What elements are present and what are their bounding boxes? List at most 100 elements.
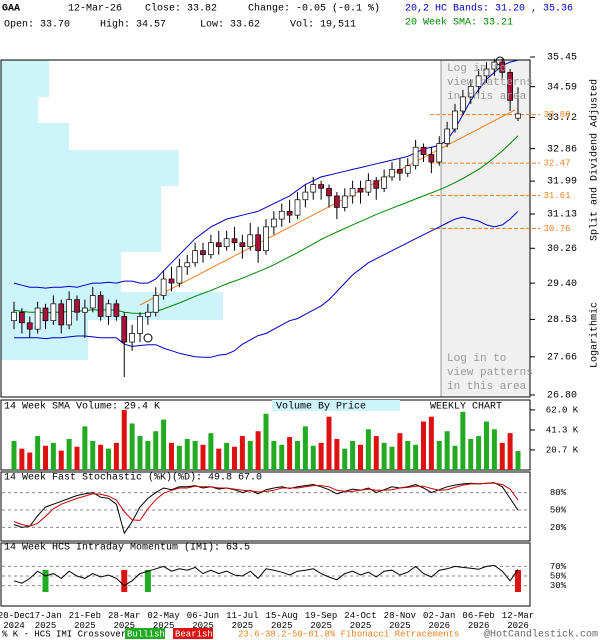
volume-bar	[491, 429, 497, 470]
y-tick-label: 50%	[550, 571, 567, 581]
volume-bar	[515, 451, 521, 470]
candle-body	[334, 195, 340, 208]
volume-bar	[11, 440, 17, 470]
crossover-signal	[144, 570, 151, 592]
volume-bar	[232, 446, 237, 470]
candle-body	[444, 128, 450, 144]
candle-body	[389, 169, 395, 178]
candle-body	[192, 250, 198, 264]
bullish-label: Bullish	[127, 629, 165, 639]
candle-body	[404, 165, 411, 174]
volume-bar	[98, 444, 104, 470]
candle-body	[341, 195, 348, 208]
volume-bar	[200, 444, 206, 470]
fib-label: 32.47	[543, 158, 570, 168]
volume-bar	[129, 423, 135, 470]
candle-body	[223, 238, 230, 248]
y-tick-label: 50%	[550, 505, 567, 515]
candle-body	[499, 61, 506, 73]
candle-body	[302, 191, 309, 201]
candle-body	[168, 278, 175, 284]
volume-bar	[499, 442, 505, 470]
candle-body	[507, 72, 513, 101]
y-tick-label: 20%	[550, 523, 567, 533]
fib-label: 31.61	[543, 191, 570, 201]
volume-bar	[208, 433, 214, 470]
site: @HotCandlestick.com	[484, 629, 598, 640]
volume-bar	[50, 442, 56, 470]
candle-body	[137, 316, 143, 334]
volume-bar	[66, 438, 72, 470]
x-tick-label: 15-Aug 2025	[265, 611, 298, 631]
candle-body	[428, 154, 435, 163]
volume-bar	[43, 445, 48, 470]
y-tick-label: 26.80	[547, 391, 577, 402]
candle-body	[460, 96, 466, 112]
y-tick-label: 35.45	[547, 53, 577, 64]
x-tick-label: 19-Sep 2025	[304, 611, 338, 631]
volume-bar	[397, 433, 403, 470]
high: High: 34.57	[100, 19, 166, 31]
candle-body	[294, 199, 301, 216]
x-tick-label: 02-Jan 2026	[423, 611, 456, 631]
candle-body	[66, 299, 72, 326]
y-tick-label: 62.0 K	[546, 405, 579, 415]
y-tick-label: 80%	[550, 488, 567, 498]
volume-bar	[184, 438, 190, 470]
x-tick-label: 06-Jun 2025	[186, 611, 220, 631]
volume-bar	[74, 446, 80, 470]
volume-bar	[428, 416, 434, 470]
y-tick-label: 31.99	[547, 177, 577, 188]
candle-body	[483, 68, 490, 77]
x-tick-label: 17-Jan 2025	[29, 611, 62, 631]
candle-body	[452, 110, 458, 130]
candle-body	[26, 322, 33, 330]
volume-bar	[113, 442, 119, 470]
candle-body	[34, 307, 41, 330]
candle-body	[215, 242, 222, 248]
volume-bar	[476, 436, 482, 470]
panel-annotation: WEEKLY CHART	[430, 402, 502, 413]
x-tick-label: 12-Mar 2026	[501, 611, 535, 631]
crossover-signal	[515, 570, 521, 592]
candle-body	[50, 303, 57, 322]
overlay-line	[14, 210, 519, 358]
volume-bar	[358, 444, 363, 470]
indicator-line	[13, 482, 519, 527]
candle-body	[286, 210, 293, 216]
volume-bar	[35, 436, 41, 470]
volume-bar	[436, 440, 442, 470]
bullish-bg	[125, 628, 165, 639]
volume-bar	[82, 426, 88, 470]
volume-bar	[421, 421, 426, 470]
volume-bar	[460, 411, 466, 470]
candle-body	[263, 226, 269, 252]
volume-bar	[58, 450, 64, 470]
x-tick-label: 24-Oct 2025	[344, 611, 377, 631]
candle-body	[145, 311, 151, 317]
candle-body	[357, 187, 364, 193]
volume-bar	[145, 440, 151, 470]
volume-bar	[255, 431, 261, 470]
candle-body	[271, 218, 277, 228]
volume-bar	[271, 440, 277, 470]
volume-bar	[405, 440, 411, 470]
candle-body	[365, 180, 372, 193]
volume: Vol: 19,511	[290, 19, 356, 31]
x-tick-label: 11-Jul 2025	[226, 611, 259, 631]
candle-body	[42, 307, 49, 322]
candle-body	[397, 169, 403, 174]
volume-bar	[239, 436, 245, 470]
vbp-label-bg	[272, 400, 400, 411]
y-tick-label: 27.66	[547, 352, 577, 363]
indicator-line	[13, 482, 519, 535]
volume-bar	[106, 448, 111, 470]
volume-bar	[161, 419, 167, 470]
volume-bar	[334, 438, 340, 470]
volume-bar	[192, 440, 198, 470]
volume-bar	[318, 442, 324, 470]
candle-body	[467, 85, 474, 98]
candle-body	[74, 299, 80, 313]
volume-bar	[90, 440, 96, 470]
fib-label: 33.80	[543, 110, 570, 120]
